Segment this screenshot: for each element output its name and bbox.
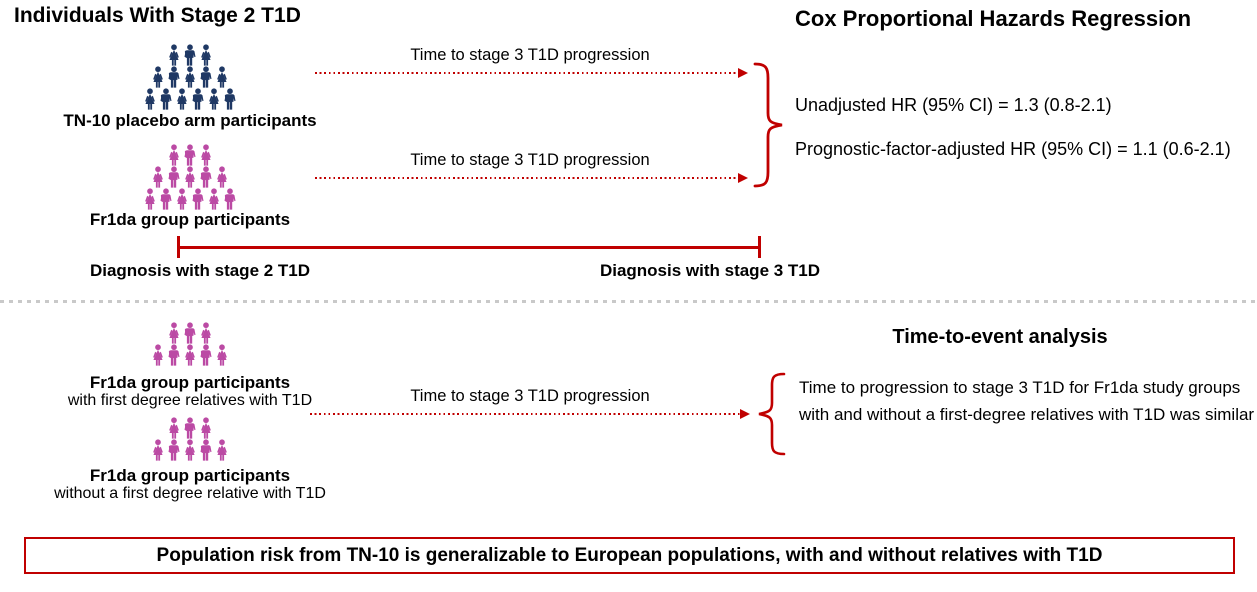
person-icon: [192, 188, 204, 210]
person-icon: [201, 417, 211, 439]
person-icon: [217, 344, 227, 366]
person-icon: [209, 188, 219, 210]
timeline-label-stage2: Diagnosis with stage 2 T1D: [89, 261, 311, 280]
person-icon: [184, 417, 196, 439]
person-icon: [168, 166, 180, 188]
group-label-fr1da: Fr1da group participants: [89, 210, 291, 229]
arrowhead-icon-3: [740, 409, 750, 419]
conclusion-box: Population risk from TN-10 is generaliza…: [24, 537, 1235, 574]
arrowhead-icon-2: [738, 173, 748, 183]
section-divider: [0, 300, 1257, 303]
person-icon: [224, 88, 236, 110]
person-row: [166, 144, 214, 166]
person-icon: [201, 322, 211, 344]
person-row: [142, 188, 238, 210]
person-icon: [168, 439, 180, 461]
person-icon: [217, 439, 227, 461]
people-group-fr1da-with-fdr: [20, 322, 360, 366]
person-row: [166, 417, 214, 439]
timeline-line: [178, 246, 760, 249]
person-icon: [209, 88, 219, 110]
section-title-cox-regression: Cox Proportional Hazards Regression: [795, 6, 1192, 31]
person-icon: [153, 344, 163, 366]
people-pyramid-tn10: [20, 44, 360, 110]
person-icon: [185, 344, 195, 366]
section-title-individuals: Individuals With Stage 2 T1D: [14, 4, 301, 27]
person-row: [150, 166, 230, 188]
people-group-fr1da-without-fdr: [20, 417, 360, 461]
person-icon: [184, 44, 196, 66]
timeline-label-stage3: Diagnosis with stage 3 T1D: [599, 261, 821, 280]
conclusion-text: Population risk from TN-10 is generaliza…: [156, 544, 1103, 566]
arrow-label-time-to-stage3-2: Time to stage 3 T1D progression: [410, 151, 650, 169]
person-icon: [169, 44, 179, 66]
person-icon: [160, 88, 172, 110]
section-title-time-to-event: Time-to-event analysis: [892, 326, 1108, 348]
arrow-label-time-to-stage3-1: Time to stage 3 T1D progression: [410, 46, 650, 64]
curly-brace-icon-top: [753, 62, 783, 188]
person-icon: [169, 144, 179, 166]
dotted-arrow-line-3: [310, 413, 740, 415]
person-icon: [153, 66, 163, 88]
person-icon: [201, 144, 211, 166]
person-icon: [169, 417, 179, 439]
person-icon: [177, 88, 187, 110]
arrowhead-icon-1: [738, 68, 748, 78]
group-label-fr1da-without-fdr: Fr1da group participants: [89, 466, 291, 485]
group-sublabel-fr1da-without-fdr: without a first degree relative with T1D: [54, 485, 326, 502]
person-icon: [184, 144, 196, 166]
person-icon: [201, 44, 211, 66]
person-icon: [200, 66, 212, 88]
person-icon: [153, 439, 163, 461]
person-icon: [192, 88, 204, 110]
dotted-arrow-line-2: [315, 177, 739, 179]
person-icon: [185, 439, 195, 461]
group-label-fr1da-with-fdr: Fr1da group participants: [89, 373, 291, 392]
person-icon: [200, 439, 212, 461]
person-icon: [160, 188, 172, 210]
person-icon: [168, 66, 180, 88]
person-icon: [217, 66, 227, 88]
timeline-tick-end: [758, 236, 761, 258]
person-row: [166, 322, 214, 344]
group-sublabel-fr1da-with-fdr: with first degree relatives with T1D: [67, 392, 313, 409]
person-icon: [145, 188, 155, 210]
person-icon: [168, 344, 180, 366]
dotted-arrow-line-1: [315, 72, 739, 74]
result-adjusted-hr: Prognostic-factor-adjusted HR (95% CI) =…: [795, 139, 1231, 159]
person-row: [150, 344, 230, 366]
person-row: [150, 439, 230, 461]
person-icon: [177, 188, 187, 210]
arrow-label-time-to-stage3-3: Time to stage 3 T1D progression: [410, 387, 650, 405]
person-icon: [153, 166, 163, 188]
person-icon: [145, 88, 155, 110]
person-icon: [200, 166, 212, 188]
timeline-tick-start: [177, 236, 180, 258]
person-icon: [184, 322, 196, 344]
group-label-tn10: TN-10 placebo arm participants: [63, 111, 317, 130]
result-unadjusted-hr: Unadjusted HR (95% CI) = 1.3 (0.8-2.1): [795, 95, 1112, 115]
people-pyramid-fr1da: [20, 144, 360, 210]
person-icon: [185, 166, 195, 188]
person-icon: [185, 66, 195, 88]
person-icon: [217, 166, 227, 188]
curly-brace-icon-bottom: [758, 372, 786, 456]
person-icon: [200, 344, 212, 366]
person-row: [166, 44, 214, 66]
finding-text: Time to progression to stage 3 T1D for F…: [799, 378, 1255, 424]
person-row: [142, 88, 238, 110]
person-row: [150, 66, 230, 88]
person-icon: [224, 188, 236, 210]
person-icon: [169, 322, 179, 344]
